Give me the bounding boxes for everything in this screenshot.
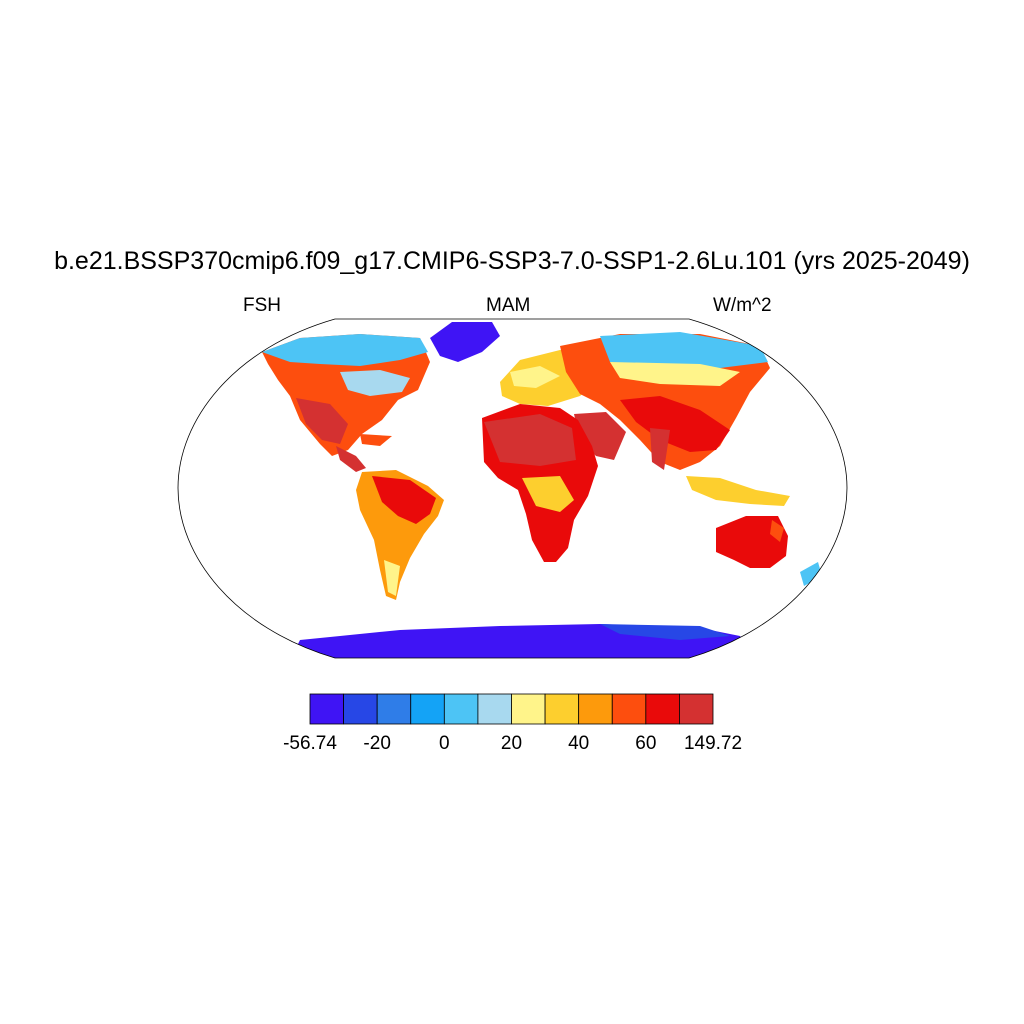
colorbar-label: 40 <box>568 733 590 754</box>
colorbar-swatch <box>477 693 512 725</box>
colorbar-swatch <box>511 693 546 725</box>
colorbar-label: 60 <box>635 733 657 754</box>
season-label: MAM <box>486 295 531 316</box>
colorbar-swatch <box>611 693 647 725</box>
variable-label: FSH <box>243 295 281 316</box>
colorbar-swatch <box>376 693 412 725</box>
colorbar-swatch <box>410 693 445 725</box>
plot-title: b.e21.BSSP370cmip6.f09_g17.CMIP6-SSP3-7.… <box>54 247 970 275</box>
colorbar-label: 0 <box>439 733 450 754</box>
colorbar-swatch <box>309 693 344 725</box>
colorbar-swatch <box>645 693 680 725</box>
land-field <box>262 322 822 658</box>
colorbar-label: -20 <box>363 733 391 754</box>
colorbar-swatch <box>578 693 613 725</box>
units-label: W/m^2 <box>713 295 772 316</box>
colorbar-swatch <box>679 693 714 725</box>
colorbar-swatch <box>544 693 580 725</box>
colorbar <box>309 693 714 725</box>
colorbar-swatch <box>343 693 378 725</box>
map-boundary <box>177 318 848 659</box>
colorbar-swatch <box>443 693 479 725</box>
colorbar-label: -56.74 <box>283 733 337 754</box>
colorbar-label: 20 <box>500 733 523 754</box>
colorbar-label: 149.72 <box>683 733 743 754</box>
